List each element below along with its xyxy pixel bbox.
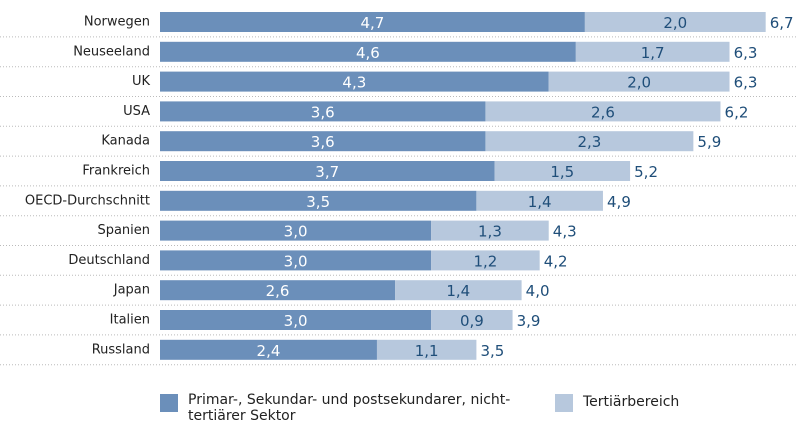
category-label: UK xyxy=(132,74,151,89)
bar-segment xyxy=(160,339,377,360)
bar-segment xyxy=(160,71,549,92)
bar-segment xyxy=(160,310,432,330)
bar-segment xyxy=(160,190,477,211)
total-label: 4,2 xyxy=(544,252,568,270)
category-label: Italien xyxy=(110,313,150,328)
bar-segment xyxy=(160,41,576,62)
total-label: 5,2 xyxy=(634,163,658,181)
legend-item: Tertiärbereich xyxy=(555,392,679,412)
value-label: 3,0 xyxy=(284,252,308,270)
value-label: 2,4 xyxy=(257,342,281,360)
value-label: 0,9 xyxy=(460,312,484,330)
bar-segment xyxy=(160,250,432,271)
legend-swatch xyxy=(555,394,573,412)
total-label: 6,3 xyxy=(734,74,758,92)
category-label: Neuseeland xyxy=(73,44,150,59)
bar-segment xyxy=(160,161,495,181)
value-label: 4,6 xyxy=(356,44,380,62)
legend-item: Primar-, Sekundar- und postsekundarer, n… xyxy=(160,392,528,424)
total-label: 6,3 xyxy=(734,44,758,62)
value-label: 1,1 xyxy=(415,342,439,360)
category-label: OECD-Durchschnitt xyxy=(25,193,150,208)
value-label: 4,3 xyxy=(342,74,366,92)
chart: Norwegen 4,7 2,0 6,7 Neuseeland 4,6 1,7 6,3 UK 4,… xyxy=(0,12,797,366)
bar-segment xyxy=(584,12,766,32)
value-label: 3,0 xyxy=(284,312,308,330)
bar-segment xyxy=(485,101,721,122)
value-label: 3,6 xyxy=(311,133,335,151)
category-label: Frankreich xyxy=(82,164,150,179)
value-label: 1,3 xyxy=(478,223,502,241)
category-label: USA xyxy=(123,104,150,119)
category-label: Japan xyxy=(113,283,150,298)
category-label: Norwegen xyxy=(84,15,150,30)
category-label: Russland xyxy=(92,342,150,357)
bar-segment xyxy=(395,280,522,301)
bar-segment xyxy=(160,280,396,301)
bar-segment xyxy=(431,250,540,271)
bar-segment xyxy=(160,220,432,241)
value-label: 3,0 xyxy=(284,223,308,241)
bar-segment xyxy=(431,310,513,330)
value-label: 1,4 xyxy=(528,193,552,211)
legend-label: Primar-, Sekundar- und postsekundarer, n… xyxy=(188,392,511,424)
bar-segment xyxy=(376,339,477,360)
bar-segment xyxy=(476,190,603,211)
bar-segment xyxy=(494,161,631,181)
value-label: 2,0 xyxy=(627,74,651,92)
value-label: 3,7 xyxy=(315,163,339,181)
total-label: 5,9 xyxy=(697,133,721,151)
bar-segment xyxy=(160,101,486,122)
total-label: 4,0 xyxy=(526,282,550,300)
value-label: 1,2 xyxy=(474,252,498,270)
legend-label: Tertiärbereich xyxy=(583,394,680,410)
total-label: 6,2 xyxy=(725,103,749,121)
total-label: 4,3 xyxy=(553,223,577,241)
value-label: 1,5 xyxy=(550,163,574,181)
bar-segment xyxy=(160,12,585,32)
category-label: Deutschland xyxy=(68,253,150,268)
total-label: 6,7 xyxy=(770,14,794,32)
bar-segment xyxy=(548,71,730,92)
category-label: Kanada xyxy=(101,134,150,149)
value-label: 3,6 xyxy=(311,103,335,121)
legend-swatch xyxy=(160,394,178,412)
category-label: Spanien xyxy=(97,223,150,238)
value-label: 2,6 xyxy=(591,103,615,121)
total-label: 3,9 xyxy=(517,312,541,330)
value-label: 3,5 xyxy=(306,193,330,211)
value-label: 4,7 xyxy=(361,14,385,32)
bar-segment xyxy=(575,41,730,62)
value-label: 2,0 xyxy=(663,14,687,32)
value-label: 1,7 xyxy=(641,44,665,62)
bar-segment xyxy=(431,220,549,241)
bar-segment xyxy=(160,131,486,152)
total-label: 4,9 xyxy=(607,193,631,211)
total-label: 3,5 xyxy=(480,342,504,360)
bar-segment xyxy=(485,131,694,152)
value-label: 2,3 xyxy=(577,133,601,151)
value-label: 1,4 xyxy=(446,282,470,300)
value-label: 2,6 xyxy=(266,282,290,300)
